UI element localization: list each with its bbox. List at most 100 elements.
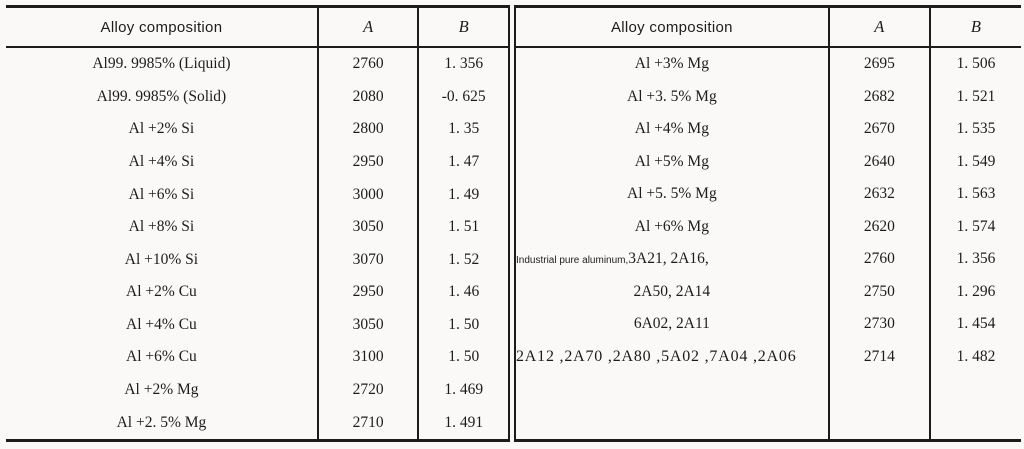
industrial-pure-aluminum-note: Industrial pure aluminum,	[516, 255, 629, 267]
alloy-cell: Al +4% Cu	[126, 315, 197, 333]
b-value-cell: 1. 563	[928, 178, 1021, 211]
a-value-cell: 2620	[827, 210, 930, 243]
alloy-cell: Al +2. 5% Mg	[116, 413, 207, 431]
a-value-cell: 2640	[827, 145, 930, 178]
b-value-cell: 1. 356	[417, 47, 509, 81]
table-row: Al +2% Cu 2950 1. 46	[6, 276, 509, 309]
a-value-cell: 2695	[827, 47, 930, 81]
alloy-table-right: Alloy composition A B Al +3% Mg 2695 1. …	[514, 5, 1021, 442]
table-row: Al +4% Si 2950 1. 47	[6, 145, 509, 179]
table-row: Al +8% Si 3050 1. 51	[6, 210, 509, 244]
b-value-cell: 1. 469	[417, 373, 509, 407]
alloy-cell: Al +8% Si	[128, 218, 195, 236]
a-value-cell: 2080	[316, 80, 419, 114]
alloy-cell: Al +4% Mg	[634, 120, 709, 138]
b-value-cell: 1. 49	[417, 178, 509, 211]
alloy-cell: Al99. 9985% (Liquid)	[92, 55, 231, 73]
table-row: Al +3% Mg 2695 1. 506	[515, 47, 1021, 81]
table-row: Al +3. 5% Mg 2682 1. 521	[515, 80, 1021, 113]
b-value-cell: 1. 535	[928, 113, 1021, 146]
table-row: Industrial pure aluminum,3A21, 2A16, 276…	[515, 243, 1021, 276]
alloy-cell: Al +10% Si	[124, 250, 199, 268]
alloy-cell: 6A02, 2A11	[633, 315, 710, 333]
table-row: Al +2. 5% Mg 2710 1. 491	[6, 406, 509, 441]
column-header-alloy-composition: Alloy composition	[6, 6, 318, 48]
b-value-cell: 1. 50	[417, 341, 509, 374]
column-header-a: A	[827, 6, 930, 48]
column-header-b: B	[928, 6, 1021, 48]
a-value-cell: 2950	[316, 145, 419, 179]
b-value-cell: 1. 454	[928, 308, 1021, 341]
a-value-cell: 3070	[316, 243, 419, 277]
alloy-cell: Al +4% Si	[128, 153, 195, 171]
empty-cell	[827, 373, 930, 441]
a-value-cell: 2760	[827, 243, 930, 276]
b-value-cell: 1. 574	[928, 210, 1021, 243]
alloy-cell: Al +6% Cu	[126, 348, 197, 366]
alloy-cell: Al +5% Mg	[634, 152, 709, 170]
a-value-cell: 2950	[316, 276, 419, 309]
table-row: Al +2% Si 2800 1. 35	[6, 113, 509, 146]
alloy-cell: Al +3. 5% Mg	[627, 87, 717, 105]
a-value-cell: 2714	[827, 340, 930, 373]
alloy-cell: Al99. 9985% (Solid)	[96, 87, 227, 105]
a-value-cell: 3100	[316, 341, 419, 374]
table-row: Al +4% Mg 2670 1. 535	[515, 113, 1021, 146]
table-row: Al +5% Mg 2640 1. 549	[515, 145, 1021, 178]
header-row: Alloy composition A B	[515, 6, 1021, 48]
alloy-cell: Al +6% Mg	[634, 217, 709, 235]
b-value-cell: 1. 50	[417, 308, 509, 342]
table-row: Al +6% Cu 3100 1. 50	[6, 341, 509, 374]
alloy-cell: Al +6% Si	[128, 185, 195, 203]
b-value-cell: 1. 506	[928, 47, 1021, 81]
b-value-cell: 1. 46	[417, 276, 509, 309]
b-value-cell: 1. 549	[928, 145, 1021, 178]
table-row: 2A12 ,2A70 ,2A80 ,5A02 ,7A04 ,2A06 2714 …	[515, 340, 1021, 373]
alloy-cell: Al +3% Mg	[634, 55, 709, 73]
b-value-cell: 1. 51	[417, 210, 509, 244]
a-value-cell: 3050	[316, 210, 419, 244]
a-value-cell: 2720	[316, 373, 419, 407]
b-value-cell: 1. 52	[417, 243, 509, 277]
a-value-cell: 3000	[316, 178, 419, 211]
a-value-cell: 3050	[316, 308, 419, 342]
empty-cell	[928, 373, 1021, 441]
b-value-cell: 1. 35	[417, 113, 509, 146]
table-row: Al99. 9985% (Solid) 2080 -0. 625	[6, 80, 509, 114]
table-row: Al +2% Mg 2720 1. 469	[6, 373, 509, 407]
alloy-designations: 3A21, 2A16,	[628, 250, 709, 268]
empty-cell	[515, 373, 829, 441]
a-value-cell: 2750	[827, 275, 930, 308]
a-value-cell: 2682	[827, 80, 930, 113]
a-value-cell: 2760	[316, 47, 419, 81]
b-value-cell: 1. 491	[417, 406, 509, 441]
table-row: Al +6% Si 3000 1. 49	[6, 178, 509, 211]
alloy-cell: Al +2% Mg	[124, 381, 199, 399]
a-value-cell: 2730	[827, 308, 930, 341]
a-value-cell: 2670	[827, 113, 930, 146]
b-value-cell: 1. 482	[928, 340, 1021, 373]
alloy-cell: Industrial pure aluminum,3A21, 2A16,	[515, 243, 829, 276]
b-value-cell: 1. 296	[928, 275, 1021, 308]
alloy-cell: Al +2% Cu	[126, 283, 197, 301]
header-row: Alloy composition A B	[6, 6, 509, 48]
b-value-cell: 1. 47	[417, 145, 509, 179]
column-header-alloy-composition: Alloy composition	[515, 6, 829, 48]
column-header-b: B	[417, 6, 509, 48]
table-row: Al +6% Mg 2620 1. 574	[515, 210, 1021, 243]
table-row: 2A50, 2A14 2750 1. 296	[515, 275, 1021, 308]
b-value-cell: 1. 521	[928, 80, 1021, 113]
alloy-cell: Al +5. 5% Mg	[627, 185, 717, 203]
empty-filler-row	[515, 373, 1021, 441]
b-value-cell: 1. 356	[928, 243, 1021, 276]
a-value-cell: 2800	[316, 113, 419, 146]
table-row: Al99. 9985% (Liquid) 2760 1. 356	[6, 47, 509, 81]
table-row: Al +10% Si 3070 1. 52	[6, 243, 509, 277]
alloy-cell: 2A12 ,2A70 ,2A80 ,5A02 ,7A04 ,2A06	[516, 347, 797, 365]
table-row: 6A02, 2A11 2730 1. 454	[515, 308, 1021, 341]
alloy-table-left: Alloy composition A B Al99. 9985% (Liqui…	[6, 5, 510, 442]
b-value-cell: -0. 625	[417, 80, 509, 114]
a-value-cell: 2710	[316, 406, 419, 441]
alloy-cell: Al +2% Si	[128, 120, 195, 138]
